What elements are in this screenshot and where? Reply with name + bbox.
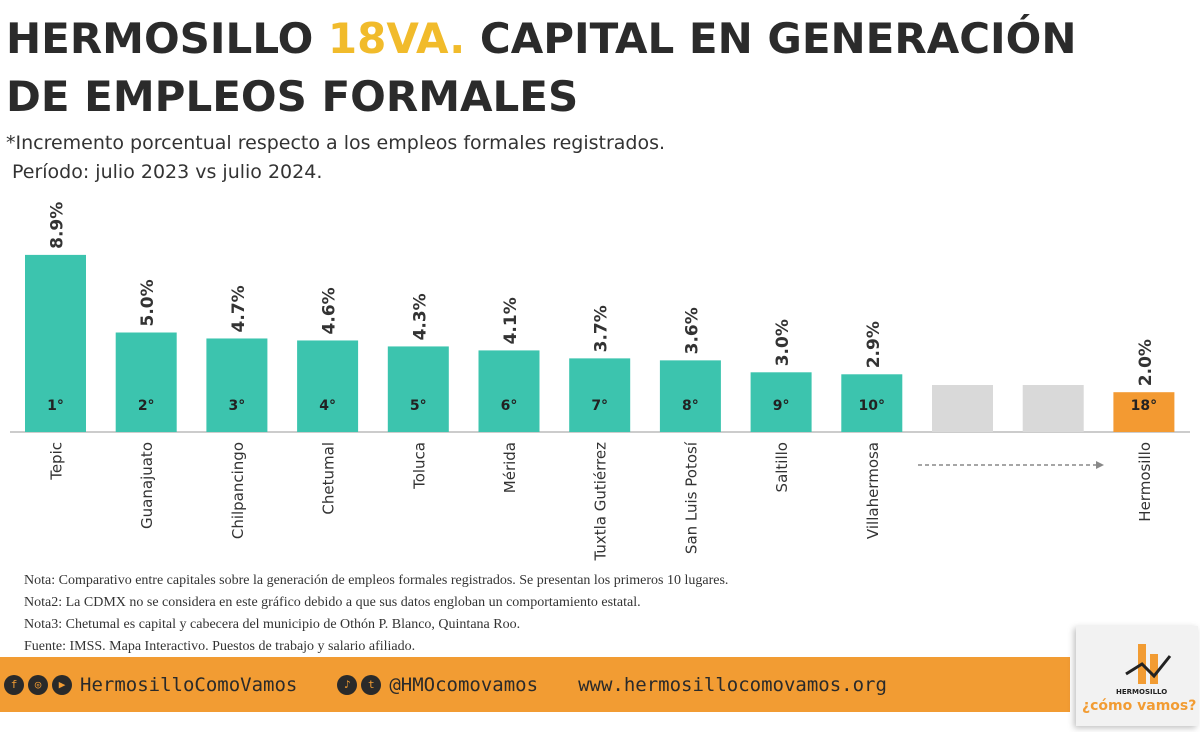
period: Período: julio 2023 vs julio 2024. xyxy=(12,161,323,183)
rank-label: 2° xyxy=(138,398,155,414)
logo-chart-icon xyxy=(1125,644,1172,684)
subtitle: *Incremento porcentual respecto a los em… xyxy=(6,132,666,154)
value-label: 4.3% xyxy=(410,293,430,340)
note-3: Nota3: Chetumal es capital y cabecera de… xyxy=(24,617,521,632)
bar xyxy=(115,332,177,432)
value-label: 4.7% xyxy=(229,285,249,332)
twitter-icon[interactable]: t xyxy=(361,674,382,695)
rank-label: 5° xyxy=(410,398,427,414)
category-label: San Luis Potosí xyxy=(682,441,700,554)
value-label: 3.7% xyxy=(592,305,612,352)
rank-label: 8° xyxy=(682,398,699,414)
bar xyxy=(659,360,721,432)
value-label: 8.9% xyxy=(48,202,68,249)
twitter-handle[interactable]: @HMOcomovamos xyxy=(389,673,539,696)
logo-small-text: HERMOSILLO xyxy=(1116,688,1168,696)
bar xyxy=(841,374,903,432)
logo: HERMOSILLO ¿cómo vamos? xyxy=(1076,626,1198,726)
notes: Nota: Comparativo entre capitales sobre … xyxy=(24,570,728,658)
category-label: Villahermosa xyxy=(864,442,882,539)
bar xyxy=(25,254,86,432)
note-2: Nota2: La CDMX no se considera en este g… xyxy=(24,595,641,610)
value-label: 4.6% xyxy=(320,287,340,334)
rank-label: 6° xyxy=(501,398,518,414)
note-1: Nota: Comparativo entre capitales sobre … xyxy=(24,573,729,588)
category-label: Saltillo xyxy=(773,442,791,492)
bar xyxy=(387,346,449,432)
page-title: HERMOSILLO 18VA. CAPITAL EN GENERACIÓN DE… xyxy=(6,14,1077,121)
category-label: Tuxtla Gutiérrez xyxy=(592,442,610,562)
rank-label: 10° xyxy=(859,398,885,414)
arrow-head-icon xyxy=(1096,461,1104,469)
rank-label: 7° xyxy=(591,398,608,414)
bar xyxy=(1113,392,1175,432)
bar xyxy=(478,350,540,432)
value-label: 2.0% xyxy=(1136,339,1156,386)
category-label: Chilpancingo xyxy=(229,442,247,539)
category-label: Hermosillo xyxy=(1136,442,1154,522)
placeholder-bar xyxy=(932,385,993,432)
bar xyxy=(569,358,631,432)
rank-label: 1° xyxy=(47,398,64,414)
value-label: 4.1% xyxy=(501,297,521,344)
category-label: Toluca xyxy=(410,442,428,490)
instagram-icon[interactable]: ◎ xyxy=(28,674,48,695)
value-label: 3.0% xyxy=(773,319,793,366)
bar-chart: 1° 8.9% Tepic 2° 5.0% Guanajuato 3° 4.7% Chilpan… xyxy=(10,202,1190,562)
facebook-icon[interactable]: f xyxy=(4,674,24,695)
category-label: Mérida xyxy=(501,442,519,493)
category-label: Guanajuato xyxy=(138,442,156,529)
rank-label: 3° xyxy=(229,398,246,414)
bar xyxy=(206,338,268,432)
logo-big-text: ¿cómo vamos? xyxy=(1082,698,1197,714)
social-handle[interactable]: HermosilloComoVamos xyxy=(80,673,298,696)
bar xyxy=(750,372,812,432)
tiktok-icon[interactable]: ♪ xyxy=(337,674,358,695)
website-link[interactable]: www.hermosillocomovamos.org xyxy=(578,673,887,696)
placeholder-bar xyxy=(1022,385,1084,432)
value-label: 5.0% xyxy=(138,279,158,326)
footer-band: f ◎ ▶ HermosilloComoVamos ♪ t @HMOcomova… xyxy=(0,657,1070,712)
rank-label: 4° xyxy=(319,398,336,414)
rank-label: 9° xyxy=(773,398,790,414)
youtube-icon[interactable]: ▶ xyxy=(52,674,72,695)
value-label: 2.9% xyxy=(864,321,884,368)
rank-label: 18° xyxy=(1131,398,1157,414)
category-label: Tepic xyxy=(48,442,66,481)
value-label: 3.6% xyxy=(682,307,702,354)
category-label: Chetumal xyxy=(320,442,338,515)
bar xyxy=(297,340,359,432)
source: Fuente: IMSS. Mapa Interactivo. Puestos … xyxy=(24,639,416,654)
